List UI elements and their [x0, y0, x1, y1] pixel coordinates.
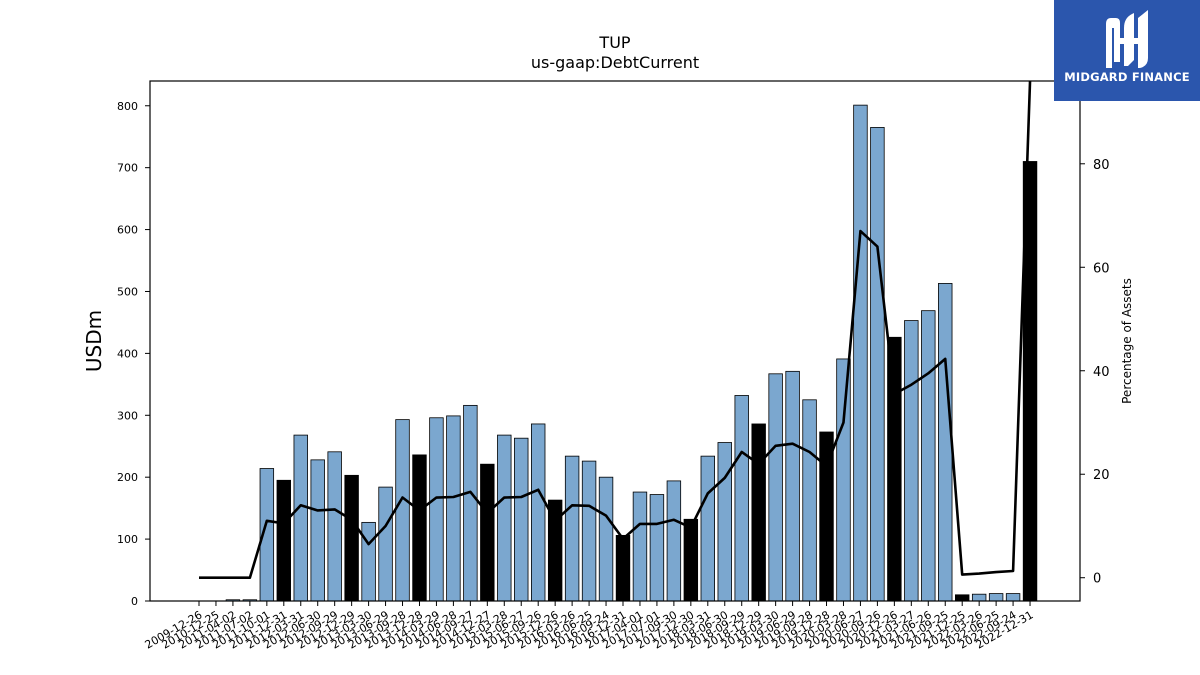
bar	[734, 395, 749, 602]
bar	[1005, 593, 1021, 602]
bar	[293, 434, 308, 602]
brand-logo: MIDGARD FINANCE	[1054, 0, 1200, 101]
y-axis-label: USDm	[82, 310, 106, 372]
bar	[971, 593, 987, 602]
y-tick-label: 500	[117, 285, 138, 298]
bar	[463, 404, 478, 602]
bar	[887, 336, 902, 602]
y2-tick-label: 80	[1093, 158, 1110, 173]
y-tick-label: 800	[117, 100, 138, 113]
y2-tick-label: 0	[1093, 572, 1101, 587]
bar	[310, 459, 325, 602]
bar	[785, 370, 800, 602]
y-tick-label: 600	[117, 224, 138, 237]
bar	[988, 593, 1004, 602]
bar	[921, 310, 936, 602]
chart-title: TUP	[598, 33, 630, 52]
plot-frame	[149, 80, 1081, 602]
bar	[514, 437, 529, 602]
y-tick-label: 400	[117, 347, 138, 360]
brand-name: MIDGARD FINANCE	[1064, 70, 1190, 84]
y2-tick-label: 40	[1093, 365, 1110, 380]
bar	[344, 474, 359, 602]
midgard-logo-icon	[1106, 10, 1148, 68]
bar	[564, 455, 580, 602]
bar	[717, 442, 732, 602]
y-tick-label: 300	[117, 409, 138, 422]
bar	[598, 476, 614, 602]
chart-subtitle: us-gaap:DebtCurrent	[531, 53, 699, 72]
y-tick-label: 100	[117, 533, 138, 546]
bar	[938, 283, 953, 602]
bar	[361, 521, 376, 602]
bar	[327, 451, 342, 602]
bar	[853, 104, 868, 602]
bar	[700, 455, 716, 602]
bar	[497, 434, 512, 602]
bar	[480, 463, 495, 602]
y-tick-label: 700	[117, 162, 138, 175]
bar	[870, 127, 885, 602]
bar	[955, 594, 970, 602]
bar	[751, 423, 766, 602]
bar	[819, 431, 834, 602]
bar	[531, 423, 546, 602]
y-tick-label: 0	[131, 595, 138, 608]
bar	[649, 494, 665, 602]
y2-tick-label: 60	[1093, 261, 1110, 276]
series-line	[199, 80, 1032, 580]
bar	[904, 320, 919, 602]
bar	[615, 534, 631, 602]
bar	[581, 460, 597, 602]
bar	[412, 454, 427, 602]
bar	[836, 358, 851, 602]
bar	[429, 417, 444, 602]
bar	[666, 480, 682, 602]
bar	[276, 479, 292, 602]
bar	[632, 491, 648, 602]
y-tick-label: 200	[117, 471, 138, 484]
plot-area: 01002003004005006007008000204060802009-1…	[117, 80, 1110, 652]
bar	[395, 419, 410, 602]
bar	[683, 518, 699, 602]
bar	[378, 486, 393, 602]
y2-tick-label: 20	[1093, 468, 1110, 483]
bar	[446, 415, 461, 602]
y2-axis-label: Percentage of Assets	[1120, 278, 1134, 404]
bar	[768, 373, 783, 602]
bar	[802, 399, 817, 602]
